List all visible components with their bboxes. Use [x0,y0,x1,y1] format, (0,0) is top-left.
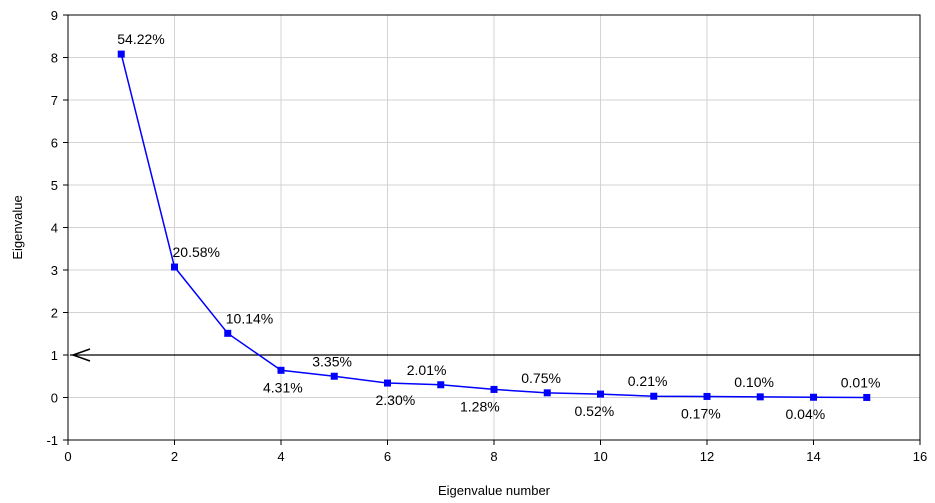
data-label: 2.30% [376,392,416,408]
y-tick-label: 3 [51,263,58,278]
data-point [384,379,391,387]
y-tick-label: 5 [51,178,58,193]
x-tick-label: 2 [171,449,178,464]
x-tick-label: 12 [700,449,714,464]
y-axis-title: Eigenvalue [10,195,25,259]
data-markers [117,50,871,401]
y-tick-label: 6 [51,136,58,151]
x-tick-label: 4 [277,449,284,464]
x-tick-label: 8 [490,449,497,464]
data-point [490,385,498,393]
data-point [543,389,551,397]
y-tick-label: 2 [51,306,58,321]
data-label: 0.21% [628,373,668,389]
reference-arrow [70,348,91,362]
data-labels: 54.22% 20.58% 10.14% 4.31% 3.35% 2.30% 2.01% 1.… [117,31,880,422]
data-point [650,392,658,400]
y-tick-label: 9 [51,8,58,23]
y-tick-label: 7 [51,93,58,108]
data-label: 3.35% [312,353,352,369]
data-point [810,393,817,401]
data-point [277,366,285,374]
data-label: 0.04% [786,406,826,422]
y-tick-label: 0 [51,391,58,406]
data-point [117,50,125,58]
data-point [863,393,871,401]
data-point [756,393,764,401]
x-axis-title: Eigenvalue number [438,483,551,498]
data-point [703,392,711,400]
x-tick-label: 14 [806,449,820,464]
data-label: 4.31% [263,379,303,395]
data-point [597,390,604,398]
y-tick-label: -1 [46,433,58,448]
data-label: 1.28% [460,398,500,414]
y-tick-label: 1 [51,348,58,363]
data-label: 0.01% [841,374,881,390]
axes [63,14,921,445]
data-point [171,263,178,271]
x-tick-label: 16 [913,449,927,464]
x-tick-label: 0 [64,449,71,464]
y-tick-label: 4 [51,221,58,236]
data-label: 20.58% [173,244,220,260]
data-point [330,372,338,380]
x-tick-label: 10 [593,449,607,464]
y-tick-label: 8 [51,51,58,66]
data-point [224,329,232,337]
data-label: 10.14% [226,310,273,326]
x-tick-label: 6 [384,449,391,464]
data-label: 0.10% [734,374,774,390]
data-label: 0.75% [521,370,561,386]
data-label: 0.17% [681,405,721,421]
data-label: 54.22% [117,31,164,47]
data-label: 2.01% [407,362,447,378]
grid-lines [68,15,920,440]
data-point [437,381,445,389]
data-label: 0.52% [575,403,615,419]
